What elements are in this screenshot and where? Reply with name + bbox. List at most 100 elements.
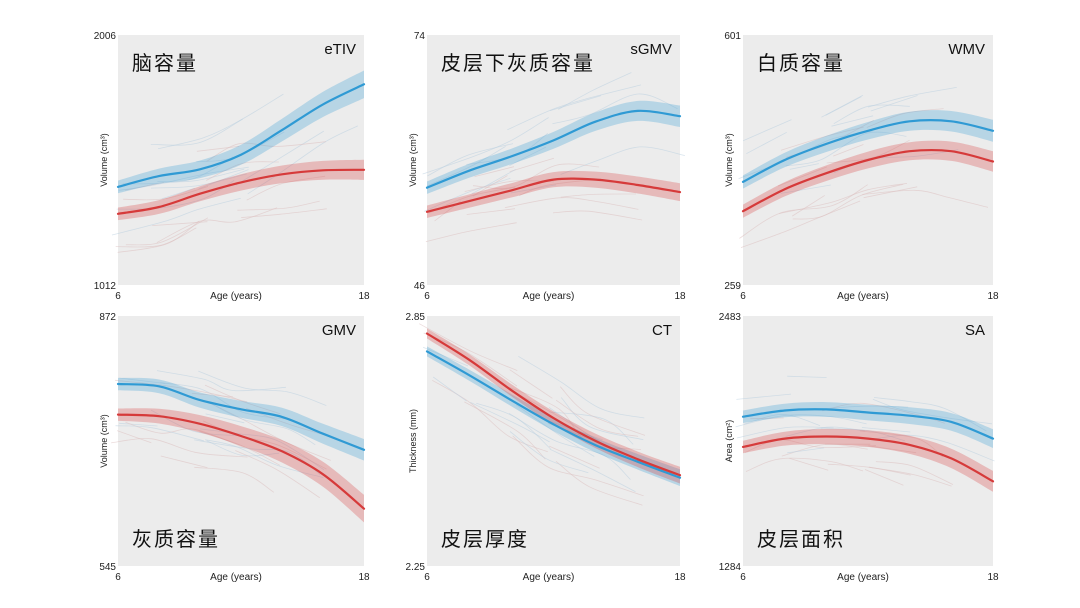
chinese-title: 皮层面积 [757,528,845,551]
x-tick-min: 6 [740,291,746,302]
trajectory-14 [111,197,241,236]
trajectory-0 [785,131,907,167]
band-red [743,140,993,218]
trajectory-0 [744,413,821,426]
trajectory-24 [872,398,993,425]
trajectory-20 [861,427,911,433]
x-axis-label: Age (years) [210,291,262,302]
trajectory-10 [427,143,514,177]
trajectory-21 [826,139,910,164]
trajectory-25 [509,369,553,399]
panel-wmv: 259 601 6 18 Age (years) Volume (cm³) WMV 白质容量 [724,31,999,302]
trajectory-10 [122,156,234,185]
y-tick-min: 545 [99,562,116,573]
band-blue [743,402,993,448]
trajectory-3 [115,227,197,248]
trajectory-20 [558,72,632,110]
chinese-title: 白质容量 [757,52,845,75]
trajectory-11 [780,126,864,151]
trajectory-18 [115,425,204,442]
line-red [741,148,995,213]
individual-trajectories [735,375,995,487]
trajectory-11 [560,193,637,198]
trajectory-0 [422,117,549,175]
trajectory-16 [507,84,642,131]
chinese-title: 灰质容量 [132,528,220,551]
trajectory-16 [470,402,550,443]
plot-area [743,316,993,566]
y-axis-label: Volume (cm³) [724,133,734,187]
line-blue [741,408,995,440]
trajectory-10 [821,94,864,118]
panel-gmv: 545 872 6 18 Age (years) Volume (cm³) GMV 灰质容量 [99,312,370,583]
chinese-title: 皮层下灰质容量 [441,52,595,75]
trajectory-21 [553,210,643,221]
trajectory-22 [471,168,516,195]
trajectory-15 [246,175,326,201]
x-axis-label: Age (years) [837,572,889,583]
trajectory-11 [750,417,784,420]
line-red [116,168,366,215]
trajectory-23 [866,108,944,128]
trajectory-8 [831,115,874,127]
trajectory-23 [875,461,954,485]
trajectory-12 [820,428,906,442]
line-blue [741,119,995,183]
plot-area [118,316,364,566]
trajectory-14 [515,404,595,457]
x-tick-min: 6 [424,291,430,302]
trajectory-20 [518,355,645,419]
line-blue [425,109,682,189]
trajectory-19 [115,379,248,403]
individual-trajectories [422,72,685,243]
band-blue [118,377,364,461]
trajectory-16 [873,397,987,432]
trajectory-12 [160,382,285,420]
trajectory-7 [474,166,515,177]
trajectory-11 [432,379,548,453]
x-axis-label: Age (years) [210,572,262,583]
trajectory-4 [867,87,957,108]
trajectory-24 [746,131,787,155]
y-tick-min: 259 [724,281,741,292]
trajectory-9 [740,200,861,248]
trajectory-19 [466,208,516,215]
trajectory-4 [548,407,598,442]
trajectory-10 [206,400,316,446]
trajectory-25 [116,430,152,444]
chinese-title: 皮层厚度 [441,528,529,551]
line-red [425,177,682,213]
metric-label: sGMV [630,41,672,58]
plot-area [118,35,364,285]
x-tick-min: 6 [115,291,121,302]
trajectory-4 [735,414,867,428]
trajectory-18 [422,346,469,367]
trajectory-3 [555,460,643,506]
trajectory-18 [549,95,602,111]
line-blue [116,382,366,451]
line-red [425,332,682,477]
trajectory-7 [194,466,275,493]
band-blue [427,100,680,194]
trajectory-11 [152,221,208,226]
trajectory-10 [787,375,827,378]
trajectory-18 [150,118,243,146]
trajectory-17 [779,183,908,214]
trajectory-17 [125,421,245,449]
metric-label: GMV [322,322,356,339]
trajectory-21 [235,450,321,499]
band-red [118,159,364,221]
trajectory-8 [118,166,249,191]
x-tick-max: 18 [987,291,999,302]
trajectory-1 [559,386,646,436]
band-red [743,428,993,492]
y-tick-min: 2.25 [406,562,426,573]
trajectory-23 [472,163,600,189]
trajectory-22 [509,431,589,474]
trajectory-25 [863,186,918,199]
trajectory-13 [789,457,829,471]
y-tick-max: 601 [724,31,741,42]
line-blue [116,83,366,188]
trajectory-16 [205,413,245,424]
trajectory-0 [206,440,280,457]
